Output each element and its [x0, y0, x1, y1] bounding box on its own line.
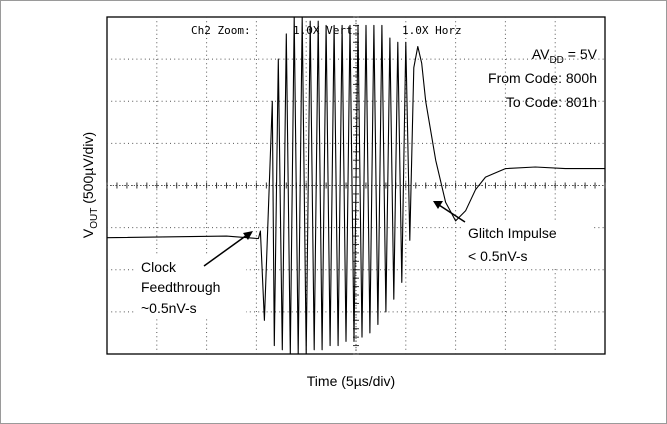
to-code-label: To Code: 801h — [506, 94, 597, 110]
clock-feedthrough-line-1: Clock — [141, 259, 177, 275]
channel-zoom-label: Ch2 Zoom: — [191, 24, 251, 37]
glitch-impulse-annotation: Glitch Impulse < 0.5nV-s — [433, 201, 591, 267]
horizontal-zoom-label: 1.0X Horz — [402, 24, 462, 37]
clock-feedthrough-line-2: Feedthrough — [141, 279, 220, 295]
code-transition-annotation: AVDD = 5V From Code: 800h To Code: 801h — [488, 46, 598, 110]
from-code-label: From Code: 800h — [488, 70, 597, 86]
glitch-impulse-arrow-line — [438, 204, 466, 223]
clock-feedthrough-arrow-line — [203, 234, 248, 267]
x-axis-label: Time (5µs/div) — [307, 373, 395, 389]
scope-header: Ch2 Zoom: 1.0X Vert 1.0X Horz — [191, 24, 462, 37]
signal-trace-1 — [106, 16, 605, 355]
clock-feedthrough-background — [134, 256, 246, 318]
glitch-impulse-line-1: Glitch Impulse — [468, 225, 557, 241]
glitch-impulse-arrow-head — [433, 201, 443, 209]
clock-feedthrough-annotation: Clock Feedthrough ~0.5nV-s — [134, 231, 253, 318]
clock-feedthrough-arrow-head — [243, 231, 253, 240]
glitch-impulse-line-2: < 0.5nV-s — [468, 248, 528, 264]
signal-trace-group — [106, 16, 605, 355]
supply-voltage-label: AVDD = 5V — [532, 46, 598, 66]
glitch-impulse-background — [461, 221, 591, 267]
vertical-zoom-label: 1.0X Vert — [293, 24, 353, 37]
y-axis-label: VOUT (500µV/div) — [80, 132, 100, 238]
clock-feedthrough-line-3: ~0.5nV-s — [141, 300, 197, 316]
